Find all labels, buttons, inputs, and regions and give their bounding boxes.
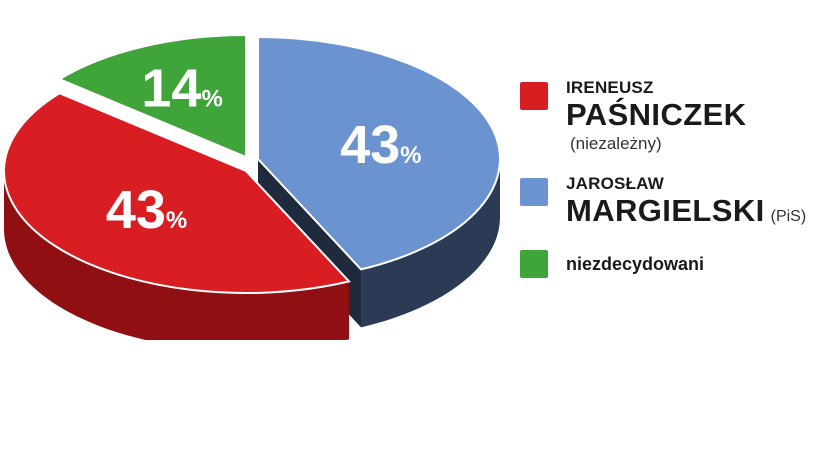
slice-value-label: 14% — [141, 59, 222, 119]
legend-last-name: PAŚNICZEK — [566, 97, 747, 132]
legend-item-margielski: JAROSŁAW MARGIELSKI (PiS) — [520, 174, 840, 250]
legend: IRENEUSZ PAŚNICZEK (niezależny) JAROSŁAW… — [520, 78, 840, 290]
legend-first-name: JAROSŁAW — [566, 174, 664, 193]
legend-item-pasniczek: IRENEUSZ PAŚNICZEK (niezależny) — [520, 78, 840, 174]
legend-party: (PiS) — [770, 208, 807, 225]
slice-value-label: 43% — [340, 115, 421, 175]
pie-chart: 14% 43% 43% — [3, 33, 500, 340]
slice-value-label: 43% — [106, 180, 187, 240]
pie-side-1 — [361, 159, 500, 328]
legend-swatch-red — [520, 82, 548, 110]
legend-swatch-blue — [520, 178, 548, 206]
legend-party: (niezależny) — [570, 134, 662, 153]
pie-labels: 14% 43% 43% — [106, 59, 422, 240]
legend-item-niezdecydowani: niezdecydowani — [520, 250, 840, 290]
pie-slice-1 — [257, 35, 500, 271]
legend-last-name: MARGIELSKI — [566, 193, 765, 228]
pie-slice-2 — [57, 33, 247, 159]
legend-swatch-green — [520, 250, 548, 278]
legend-single-label: niezdecydowani — [566, 254, 705, 274]
pie-slice-0 — [3, 92, 351, 294]
pie-side-0 — [4, 171, 350, 340]
legend-first-name: IRENEUSZ — [566, 78, 654, 97]
pie-tops — [3, 33, 500, 294]
